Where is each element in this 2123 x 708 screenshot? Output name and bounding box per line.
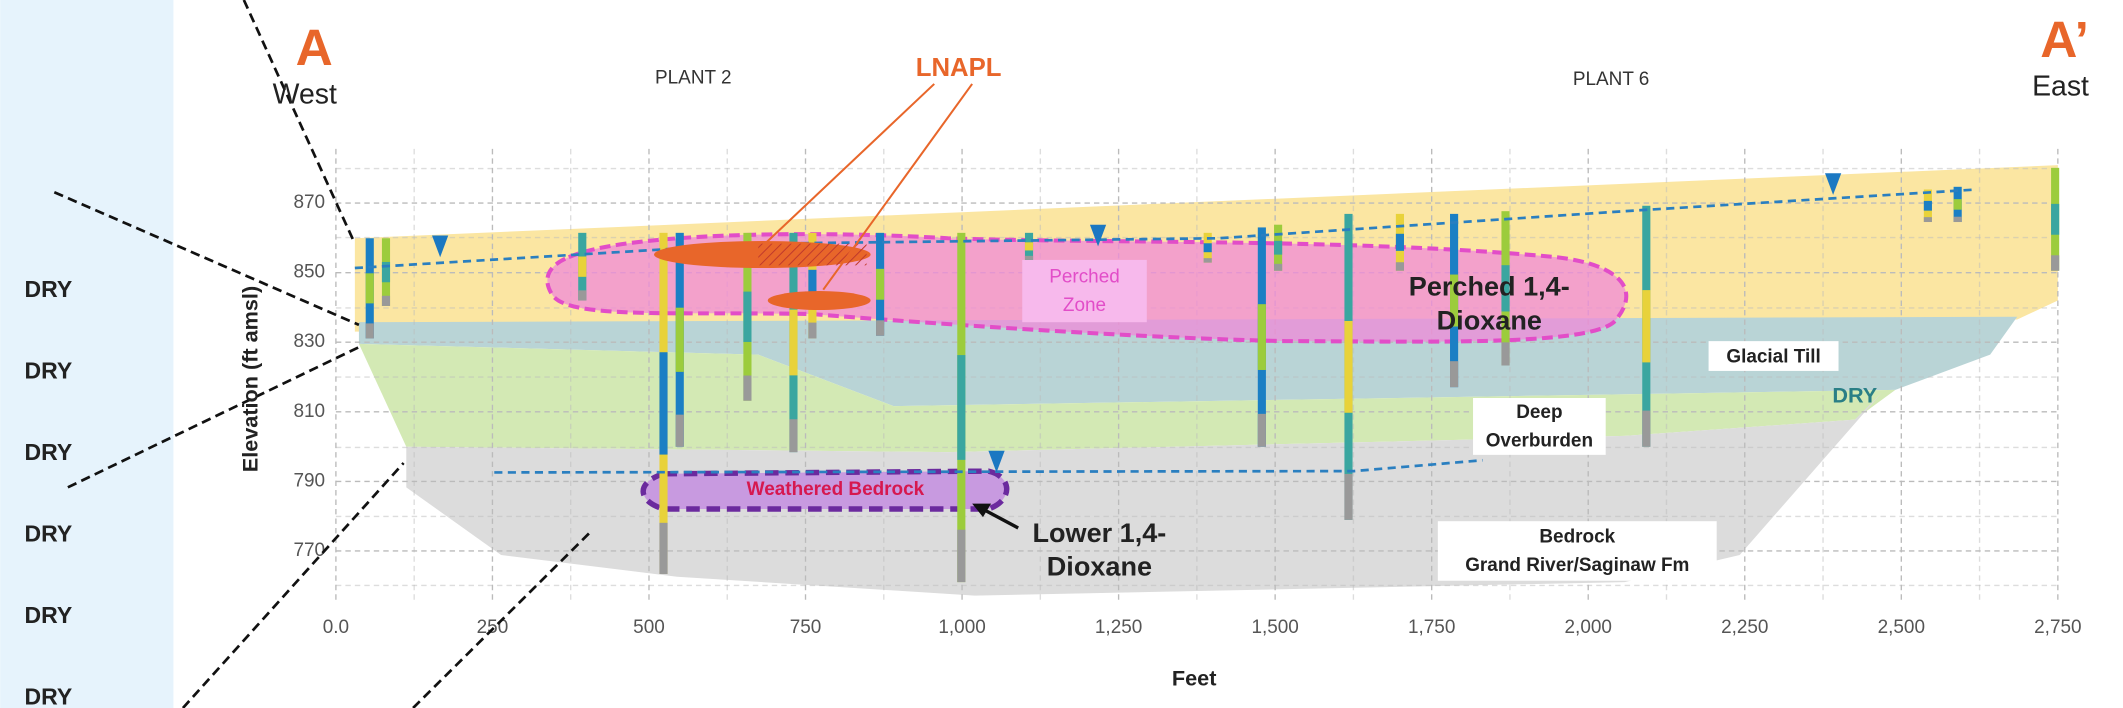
well-segment [1204,258,1212,262]
well-segment [1204,243,1212,252]
dry-label: DRY [25,358,73,384]
bedrock-label: Grand River/Saginaw Fm [1465,555,1689,576]
well-segment [1025,242,1033,250]
x-tick-label: 2,000 [1565,617,1612,638]
y-axis-label: Elevation (ft amsl) [238,286,263,472]
well-segment [676,415,684,447]
well-segment [382,296,390,306]
well-segment [876,269,884,300]
x-tick-label: 0.0 [323,617,349,638]
x-tick-label: 500 [633,617,665,638]
well-segment [1396,234,1404,251]
lnapl-hatch [758,244,866,266]
y-tick-label: 790 [293,470,325,491]
page: { "left_panel": {"labels": ["DRY", "DRY"… [0,0,2123,708]
well-segment [957,355,965,460]
well-segment [2051,204,2059,235]
perched-dioxane-label: Perched 1,4- [1409,271,1570,302]
well-segment [659,523,667,574]
well-segment [1025,256,1033,260]
well-segment [659,352,667,454]
well-segment [1954,199,1962,210]
well-segment [789,419,797,452]
well-segment [1344,474,1352,520]
well-segment [1924,201,1932,211]
plant-label: PLANT 6 [1573,69,1650,90]
well-segment [1258,304,1266,370]
y-tick-label: 870 [293,192,325,213]
lower-dioxane-label: Lower 1,4- [1032,517,1166,548]
well-segment [578,257,586,277]
well-segment [1396,262,1404,271]
y-tick-label: 850 [293,262,325,283]
perched-zone-label: Zone [1063,295,1106,316]
well-segment [676,308,684,372]
well-segment [789,310,797,376]
well-segment [578,290,586,300]
section-line [183,463,404,708]
x-tick-label: 1,250 [1095,617,1142,638]
dry-label: DRY [25,684,73,708]
dry-label: DRY [25,439,73,465]
well-segment [1642,290,1650,362]
well-segment [1954,217,1962,222]
x-tick-label: 2,500 [1878,617,1925,638]
deep-overburden-label: Overburden [1486,430,1593,451]
bedrock-label: Bedrock [1539,526,1615,547]
x-tick-label: 1,500 [1251,617,1298,638]
well-segment [366,273,374,303]
glacial-till-label: Glacial Till [1726,346,1820,367]
plant-label: PLANT 2 [655,68,732,89]
section-start-direction: West [273,79,337,111]
well-segment [743,292,751,342]
section-end-direction: East [2032,70,2089,102]
well-segment [1258,414,1266,447]
cross-section: DRY DRY DRY DRY DRY DRY 870 850 830 810 790 770 0.0… [0,0,2123,708]
lower-dioxane-label: Dioxane [1047,551,1152,582]
perched-zone-label: Perched [1049,267,1120,288]
well-segment [1274,241,1282,255]
well-segment [808,323,816,339]
well-segment [743,376,751,401]
perched-dioxane-label: Dioxane [1437,304,1542,335]
well-segment [1274,264,1282,271]
well-segment [957,530,965,582]
x-tick-label: 750 [790,617,822,638]
y-tick-label: 830 [293,331,325,352]
well-segment [2051,255,2059,270]
section-end-letter: A’ [2040,10,2089,68]
well-segment [1642,411,1650,447]
section-start-letter: A [296,18,333,76]
x-axis-label: Feet [1172,665,1217,690]
well-segment [366,323,374,338]
dry-zone-label: DRY [1832,382,1877,407]
lnapl-body [768,291,871,310]
well-segment [876,320,884,335]
lnapl-label: LNAPL [916,54,1002,82]
deep-overburden-label: Deep [1516,402,1562,423]
y-tick-label: 810 [293,401,325,422]
well-segment [1450,361,1458,387]
well-segment [1344,321,1352,413]
x-tick-label: 2,750 [2034,617,2081,638]
well-segment [1501,342,1509,365]
x-tick-label: 1,750 [1408,617,1455,638]
well-segment [1924,217,1932,222]
y-tick-label: 770 [293,540,325,561]
dry-label: DRY [25,276,73,302]
weathered-bedrock-label: Weathered Bedrock [747,479,925,500]
dry-label: DRY [25,521,73,547]
x-tick-label: 1,000 [938,617,985,638]
dry-label: DRY [25,602,73,628]
x-tick-label: 2,250 [1721,617,1768,638]
section-line [413,533,589,708]
